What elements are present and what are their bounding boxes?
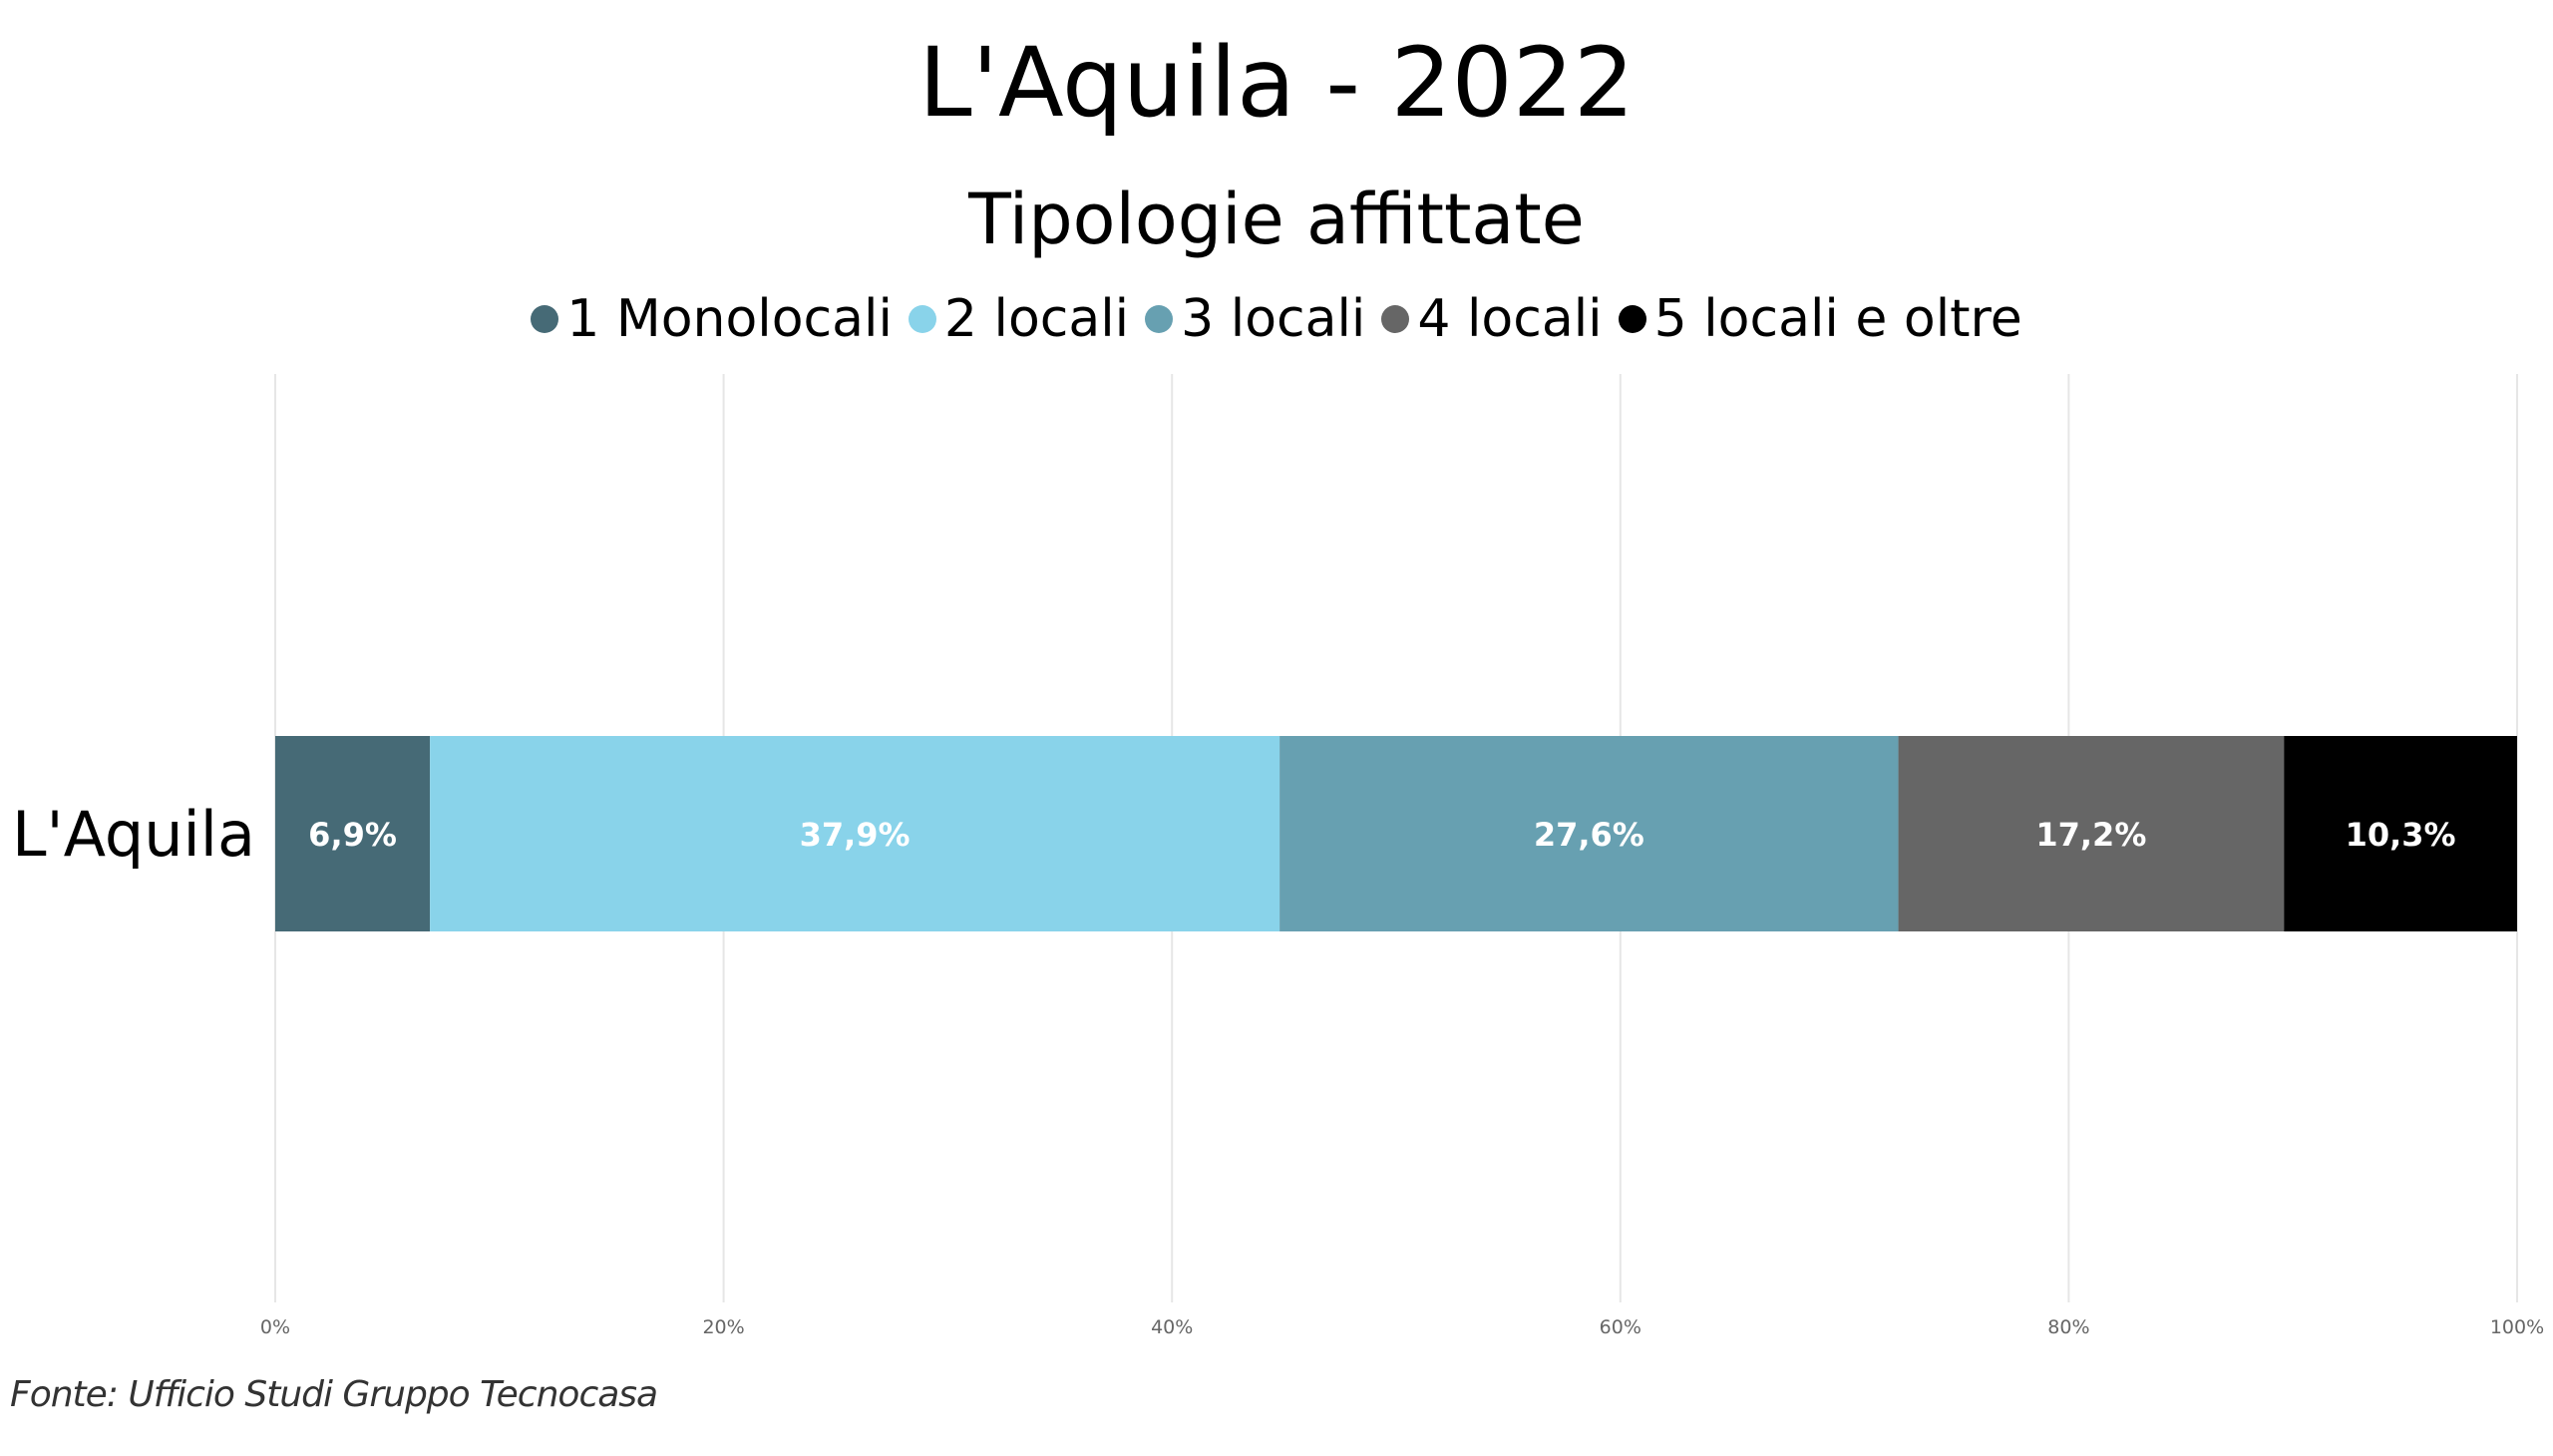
legend-marker-icon [908,305,936,333]
data-label: 17,2% [2035,816,2146,854]
legend-marker-icon [1145,305,1174,333]
x-tick-label: 20% [702,1316,744,1338]
legend-item: 4 locali [1381,287,1603,351]
legend-marker-icon [531,305,559,333]
data-label: 27,6% [1534,816,1644,854]
legend-label: 4 locali [1417,289,1603,349]
legend: 1 Monolocali 2 locali 3 locali 4 locali 5 lo… [0,287,2553,351]
legend-marker-icon [1618,305,1646,333]
legend-item: 1 Monolocali [531,287,893,351]
bar-segment [430,736,1280,931]
x-tick-label: 0% [260,1316,290,1338]
data-label: 10,3% [2346,816,2456,854]
x-tick-label: 60% [1600,1316,1641,1338]
legend-label: 1 Monolocali [566,289,893,349]
legend-label: 2 locali [943,289,1130,349]
bar-segment [275,736,431,931]
x-tick-label: 80% [2047,1316,2089,1338]
legend-label: 3 locali [1181,289,1366,349]
legend-item: 5 locali e oltre [1618,287,2022,351]
bar-segment [2284,736,2517,931]
legend-item: 2 locali [908,287,1130,351]
x-tick-label: 100% [2490,1316,2544,1338]
legend-label: 5 locali e oltre [1653,289,2022,349]
legend-item: 3 locali [1145,287,1365,351]
chart-subtitle: Tipologie affittate [968,179,1585,260]
chart-title: L'Aquila - 2022 [918,27,1635,139]
source-footer: Fonte: Ufficio Studi Gruppo Tecnocasa [10,1374,658,1415]
bar-segment [1898,736,2285,931]
bar-segment [1279,736,1899,931]
data-label: 37,9% [800,816,911,854]
x-tick-label: 40% [1151,1316,1193,1338]
data-label: 6,9% [308,816,397,854]
y-category-label: L'Aquila [12,798,255,871]
legend-marker-icon [1381,305,1410,333]
